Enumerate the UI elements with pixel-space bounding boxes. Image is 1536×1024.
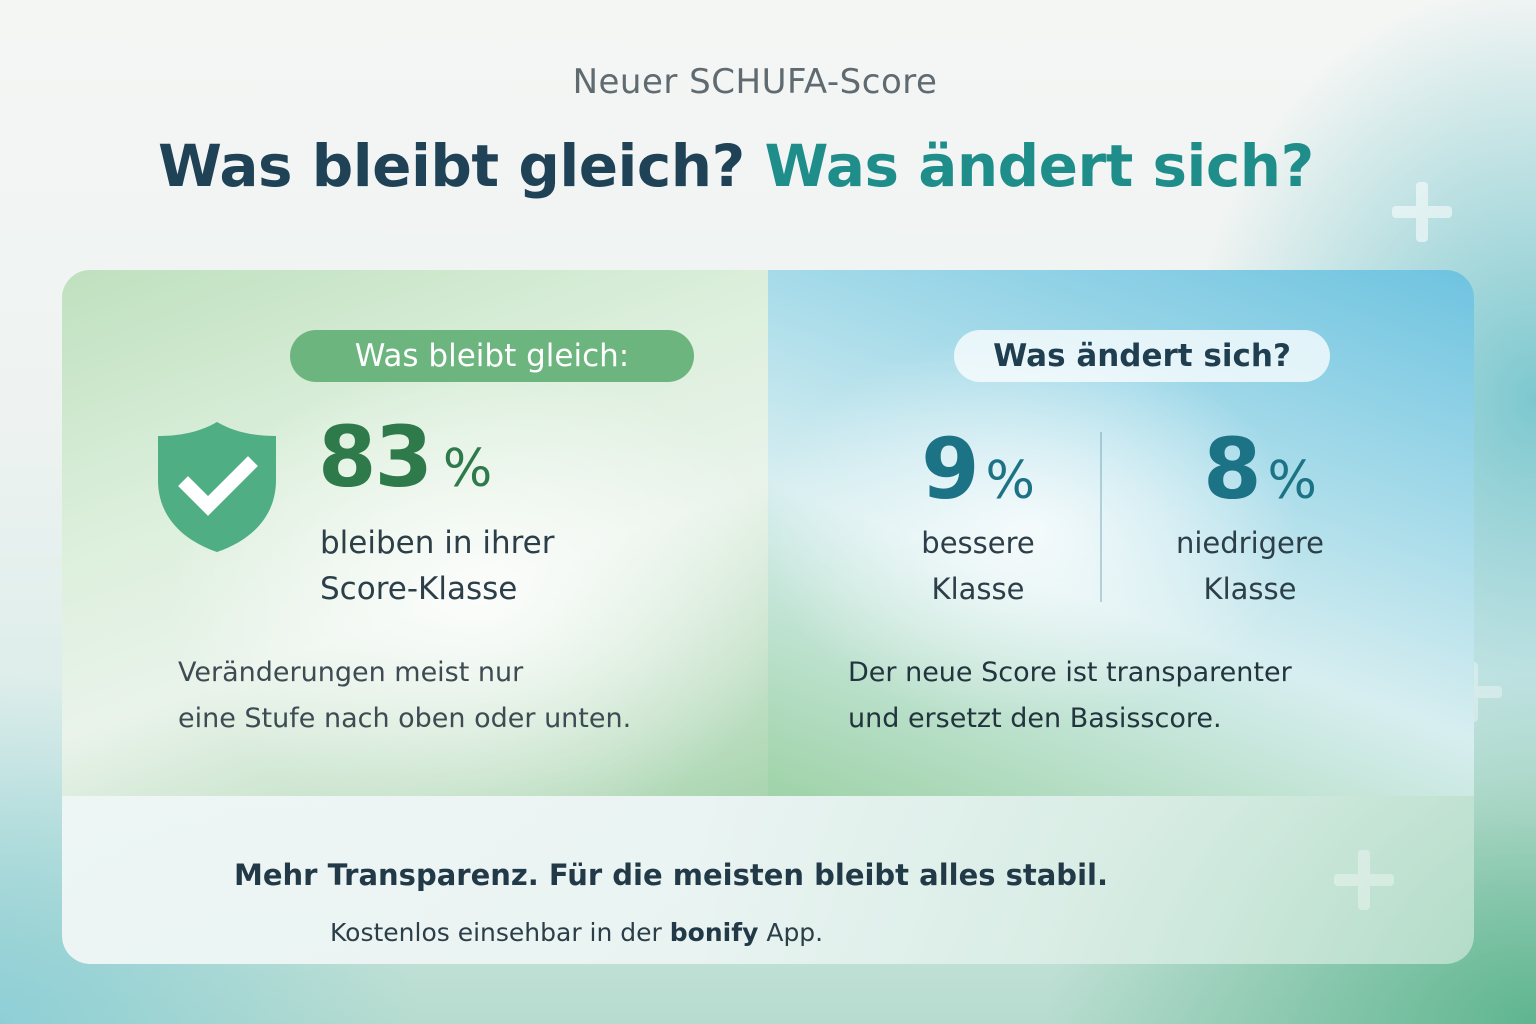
brand-name: bonify [669,918,759,947]
footer-app-note-text: App. [758,918,824,947]
panel-changes: Was ändert sich? 9% bessere Klasse 8% ni… [768,270,1474,796]
stat-same-desc-line: bleiben in ihrer [320,525,555,561]
pill-changes: Was ändert sich? [954,330,1330,382]
stat-same-unit: % [442,439,493,499]
subtitle: Neuer SCHUFA-Score [572,62,938,102]
title-part-same: Was bleibt gleich? [158,132,745,200]
title-part-change: Was ändert sich? [764,132,1314,200]
stat-better-value: 9 [921,420,980,518]
stat-lower-unit: % [1267,451,1317,511]
stat-same-desc: bleiben in ihrer Score-Klasse [320,520,554,612]
stat-same: 83% [318,408,492,506]
stat-divider [1100,432,1102,602]
stat-label-line: bessere [921,526,1035,560]
footer-app-note-text: Kostenlos einsehbar in der [330,918,670,947]
note-stays-same: Veränderungen meist nur eine Stufe nach … [178,650,631,742]
pill-stays-same: Was bleibt gleich: [290,330,694,382]
stat-label-line: Klasse [931,572,1025,606]
footer-tagline: Mehr Transparenz. Für die meisten bleibt… [234,858,1108,892]
stat-same-value: 83 [318,408,433,506]
footer-banner: Mehr Transparenz. Für die meisten bleibt… [62,796,1474,964]
stat-better-unit: % [985,451,1035,511]
stat-lower-value: 8 [1203,420,1262,518]
note-line: eine Stufe nach oben oder unten. [178,703,632,734]
note-line: Veränderungen meist nur [178,657,524,688]
plus-decoration-icon [1334,850,1398,914]
comparison-card: Was bleibt gleich: 83% bleiben in ihrer … [62,270,1474,964]
stat-label-line: niedrigere [1175,526,1325,560]
stat-lower: 8% [1140,420,1380,518]
note-line: und ersetzt den Basisscore. [848,703,1222,734]
page-title: Was bleibt gleich? Was ändert sich? [158,132,1314,200]
stat-label-line: Klasse [1203,572,1297,606]
stat-lower-label: niedrigere Klasse [1130,520,1370,612]
stat-better: 9% [858,420,1098,518]
footer-app-note: Kostenlos einsehbar in der bonify App. [330,918,823,947]
panel-stays-same: Was bleibt gleich: 83% bleiben in ihrer … [62,270,768,796]
stat-better-label: bessere Klasse [858,520,1098,612]
note-changes: Der neue Score ist transparenter und ers… [848,650,1292,742]
stat-same-desc-line: Score-Klasse [320,571,518,607]
plus-decoration-icon [1392,182,1452,242]
shield-check-icon [158,422,276,552]
note-line: Der neue Score ist transparenter [848,657,1292,688]
